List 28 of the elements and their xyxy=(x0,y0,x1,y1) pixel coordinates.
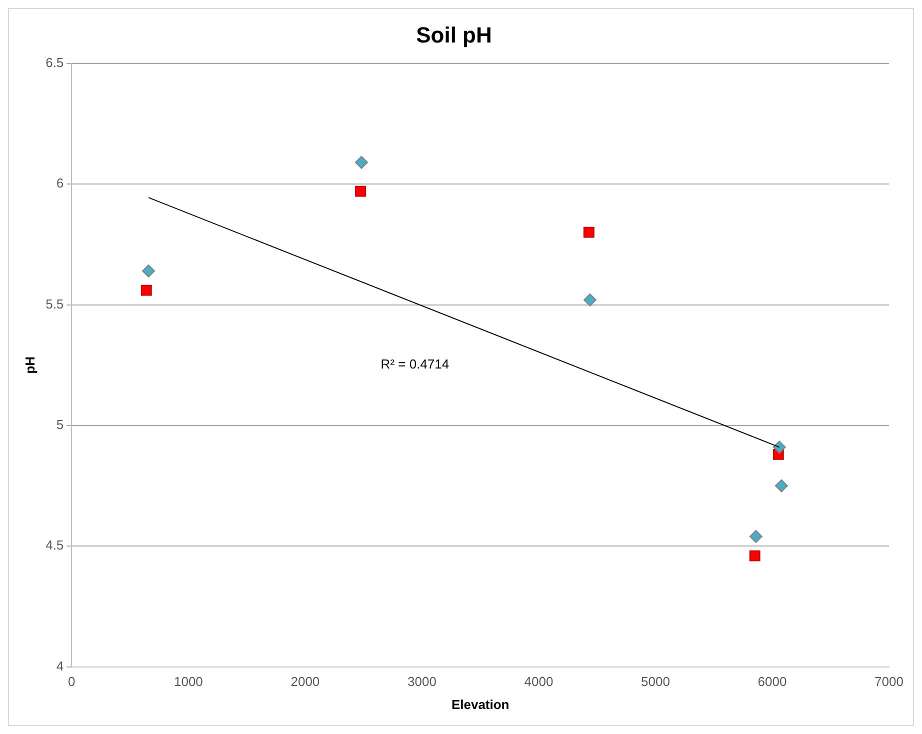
x-tick-label: 7000 xyxy=(874,674,904,690)
x-tick-label: 2000 xyxy=(290,674,320,690)
y-tick-label: 4.5 xyxy=(46,538,64,553)
x-tick-label: 6000 xyxy=(758,674,787,690)
point xyxy=(749,530,762,543)
point xyxy=(142,264,155,278)
y-tick-label: 4 xyxy=(56,658,64,674)
point xyxy=(583,293,596,306)
y-tick-label: 6.5 xyxy=(46,54,64,70)
point xyxy=(774,479,788,492)
point xyxy=(355,186,366,197)
y-tick-label: 5 xyxy=(56,417,64,432)
point xyxy=(354,156,368,169)
y-tick-label: 5.5 xyxy=(46,296,64,312)
x-tick-label: 3000 xyxy=(407,674,436,690)
point xyxy=(583,226,594,238)
x-tick-label: 1000 xyxy=(174,674,203,690)
y-axis-title: pH xyxy=(22,356,38,374)
x-axis-title: Elevation xyxy=(451,696,510,712)
x-tick-label: 4000 xyxy=(524,674,554,690)
point xyxy=(749,550,760,562)
point xyxy=(140,284,152,296)
x-tick-label: 5000 xyxy=(641,674,670,690)
y-tick-label: 6 xyxy=(56,176,64,191)
chart-title: Soil pH xyxy=(416,22,492,48)
x-tick-label: 0 xyxy=(68,674,76,690)
annotation: R² = 0.4714 xyxy=(380,356,450,372)
point xyxy=(772,440,786,454)
